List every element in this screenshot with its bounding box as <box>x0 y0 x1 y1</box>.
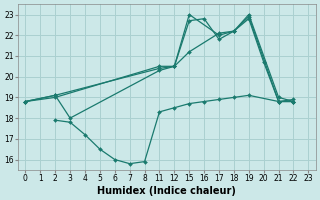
X-axis label: Humidex (Indice chaleur): Humidex (Indice chaleur) <box>98 186 236 196</box>
